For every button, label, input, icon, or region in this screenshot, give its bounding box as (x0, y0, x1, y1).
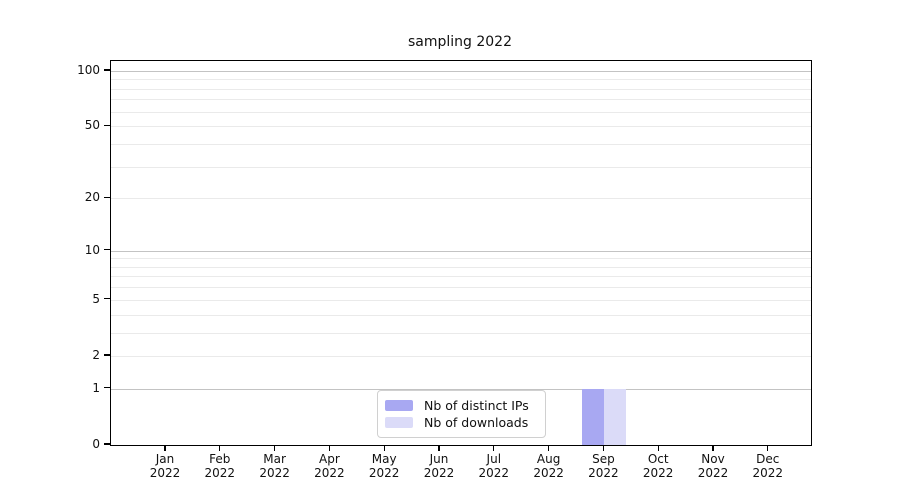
y-tick-100 (104, 69, 110, 71)
y-tick-label-10: 10 (84, 242, 100, 257)
gridline-minor-20 (111, 198, 811, 200)
gridline-minor-5 (111, 299, 811, 301)
y-tick-10 (104, 248, 110, 251)
gridline-minor-8 (111, 266, 811, 268)
y-tick-label-1: 1 (92, 380, 100, 395)
gridline-minor-50 (111, 126, 811, 128)
y-tick-label-5: 5 (92, 291, 100, 306)
x-tick-3 (328, 445, 331, 451)
x-tick-label-line: Nov (701, 452, 725, 466)
x-tick-0 (164, 445, 166, 451)
legend-item-distinct-ips: Nb of distinct IPs (385, 397, 545, 414)
y-tick-0 (104, 443, 110, 445)
x-tick-label-line: Jun (429, 452, 449, 466)
gridline-minor-80 (111, 88, 811, 90)
x-tick-label-10: Nov 2022 (678, 452, 748, 480)
x-tick-8 (602, 445, 605, 451)
x-tick-label-line: Oct (647, 452, 669, 466)
bar-nb-of-downloads-8 (604, 388, 627, 445)
y-tick-label-20: 20 (84, 190, 100, 205)
x-tick-label-line: 2022 (588, 465, 619, 480)
gridline-minor-90 (111, 79, 811, 81)
gridline-minor-40 (111, 143, 811, 145)
x-tick-5 (438, 445, 440, 451)
legend-label-distinct-ips: Nb of distinct IPs (424, 398, 529, 413)
gridline-minor-30 (111, 166, 811, 168)
gridline-minor-2 (111, 355, 811, 357)
x-tick-label-line: Aug (536, 452, 561, 466)
x-tick-label-line: 2022 (752, 465, 784, 480)
y-tick-20 (104, 196, 110, 198)
x-tick-label-0: Jan 2022 (130, 452, 200, 480)
x-tick-label-line: Dec (756, 452, 780, 466)
x-tick-2 (274, 445, 276, 451)
x-tick-11 (767, 445, 769, 451)
x-tick-label-line: Jul (486, 452, 502, 466)
x-tick-label-line: Sep (592, 452, 615, 466)
x-tick-label-5: Jun 2022 (404, 452, 474, 480)
x-tick-label-line: 2022 (423, 465, 455, 480)
x-tick-label-line: May (371, 452, 397, 466)
gridline-major-100 (111, 70, 811, 72)
x-tick-label-1: Feb 2022 (185, 452, 255, 480)
x-tick-label-9: Oct 2022 (623, 452, 693, 480)
gridline-minor-9 (111, 258, 811, 260)
x-tick-label-line: 2022 (314, 465, 345, 480)
x-tick-10 (712, 445, 714, 451)
y-tick-label-100: 100 (77, 62, 100, 77)
x-tick-label-8: Sep 2022 (568, 452, 638, 480)
x-tick-label-line: Feb (209, 452, 231, 466)
plot-area (110, 60, 812, 446)
x-tick-label-line: 2022 (697, 465, 729, 480)
gridline-minor-4 (111, 314, 811, 316)
legend: Nb of distinct IPs Nb of downloads (377, 390, 546, 438)
x-tick-label-3: Apr 2022 (294, 452, 364, 480)
gridline-minor-60 (111, 111, 811, 113)
x-tick-label-line: 2022 (533, 465, 564, 480)
y-tick-label-2: 2 (92, 347, 100, 362)
y-tick-label-50: 50 (84, 118, 100, 133)
y-tick-5 (104, 298, 110, 300)
x-tick-label-line: Mar (263, 452, 286, 466)
x-tick-label-line: 2022 (478, 465, 510, 480)
x-tick-9 (657, 445, 659, 451)
x-tick-1 (219, 445, 221, 451)
x-tick-4 (383, 445, 385, 451)
chart-title: sampling 2022 (407, 34, 512, 50)
x-tick-label-line: Jan (155, 452, 175, 466)
x-tick-label-line: Apr (319, 452, 340, 466)
gridline-minor-6 (111, 287, 811, 289)
y-tick-1 (104, 387, 110, 389)
x-tick-label-7: Aug 2022 (514, 452, 584, 480)
x-tick-label-2: Mar 2022 (240, 452, 310, 480)
bar-nb-of-distinct-ips-8 (582, 388, 605, 445)
legend-swatch-distinct-ips (385, 400, 413, 411)
gridline-major-1 (111, 388, 811, 390)
gridline-major-10 (111, 250, 811, 252)
x-tick-label-line: 2022 (204, 465, 236, 480)
gridline-minor-3 (111, 332, 811, 334)
x-tick-label-line: 2022 (259, 465, 290, 480)
x-tick-label-line: 2022 (368, 465, 400, 480)
legend-label-downloads: Nb of downloads (424, 415, 529, 430)
x-tick-6 (493, 445, 495, 451)
gridline-minor-7 (111, 276, 811, 278)
gridline-minor-70 (111, 99, 811, 101)
x-tick-label-6: Jul 2022 (459, 452, 529, 480)
legend-swatch-downloads (385, 417, 413, 428)
x-tick-7 (548, 445, 550, 451)
x-tick-label-4: May 2022 (349, 452, 419, 480)
y-tick-label-0: 0 (92, 437, 100, 451)
y-tick-2 (104, 354, 110, 356)
x-tick-label-line: 2022 (149, 465, 181, 480)
legend-item-downloads: Nb of downloads (385, 414, 545, 431)
x-tick-label-line: 2022 (642, 465, 674, 480)
y-tick-50 (104, 124, 110, 126)
x-tick-label-11: Dec 2022 (733, 452, 803, 480)
